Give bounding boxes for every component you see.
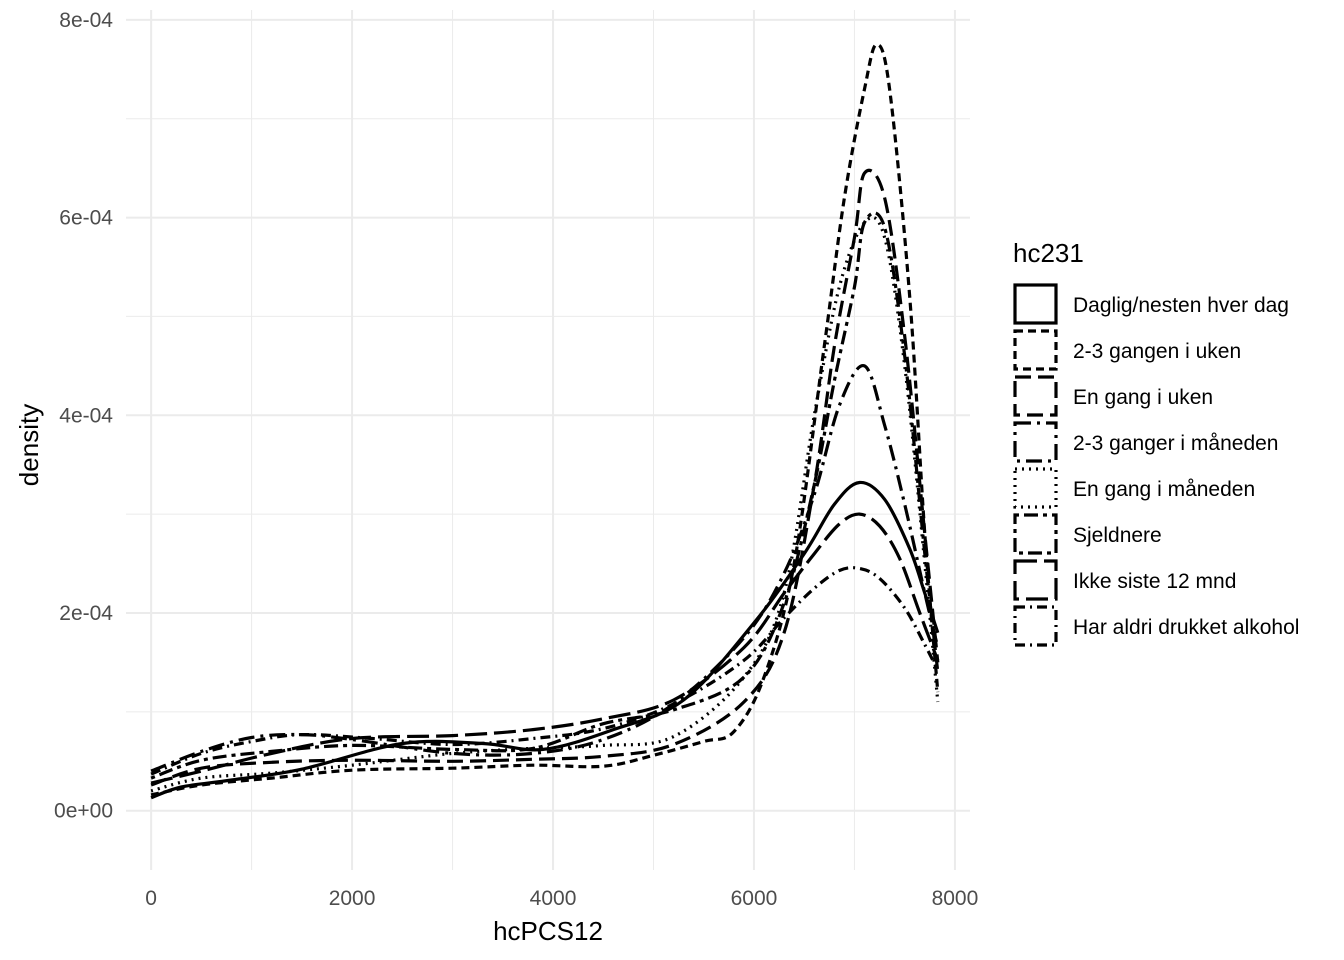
legend: hc231 Daglig/nesten hver dag 2-3 gangen i… — [1013, 238, 1299, 647]
x-axis-tick-labels: 0 2000 4000 6000 8000 — [145, 887, 978, 910]
legend-key — [1013, 375, 1058, 417]
y-tick-label: 0e+00 — [54, 800, 113, 823]
x-tick-label: 0 — [145, 887, 157, 910]
legend-key — [1013, 329, 1058, 371]
legend-label: 2-3 gangen i uken — [1073, 340, 1241, 363]
legend-label: Ikke siste 12 mnd — [1073, 570, 1236, 593]
legend-label: En gang i uken — [1073, 386, 1213, 409]
density-line — [150, 211, 940, 780]
series-lines — [150, 43, 940, 800]
x-axis-title: hcPCS12 — [493, 916, 603, 946]
density-line — [150, 566, 940, 776]
legend-key — [1013, 605, 1058, 647]
legend-key — [1013, 559, 1058, 601]
density-line — [150, 512, 940, 785]
density-line — [150, 215, 940, 793]
x-tick-label: 6000 — [731, 887, 778, 910]
legend-label: 2-3 ganger i måneden — [1073, 432, 1278, 455]
legend-label: Sjeldnere — [1073, 524, 1162, 547]
y-tick-label: 8e-04 — [59, 9, 113, 32]
y-tick-label: 2e-04 — [59, 602, 113, 625]
y-tick-label: 4e-04 — [59, 404, 113, 427]
y-axis-title: density — [14, 404, 44, 486]
legend-title: hc231 — [1013, 238, 1084, 268]
legend-key — [1013, 421, 1058, 463]
legend-key — [1013, 513, 1058, 555]
y-axis-tick-labels: 0e+00 2e-04 4e-04 6e-04 8e-04 — [54, 9, 113, 823]
legend-label: Daglig/nesten hver dag — [1073, 294, 1289, 317]
legend-key — [1013, 467, 1058, 509]
legend-key — [1013, 283, 1058, 325]
y-tick-label: 6e-04 — [59, 207, 113, 230]
legend-label: Har aldri drukket alkohol — [1073, 616, 1299, 639]
legend-label: En gang i måneden — [1073, 478, 1255, 501]
x-tick-label: 8000 — [932, 887, 979, 910]
x-tick-label: 4000 — [530, 887, 577, 910]
x-tick-label: 2000 — [329, 887, 376, 910]
density-line — [150, 168, 940, 787]
